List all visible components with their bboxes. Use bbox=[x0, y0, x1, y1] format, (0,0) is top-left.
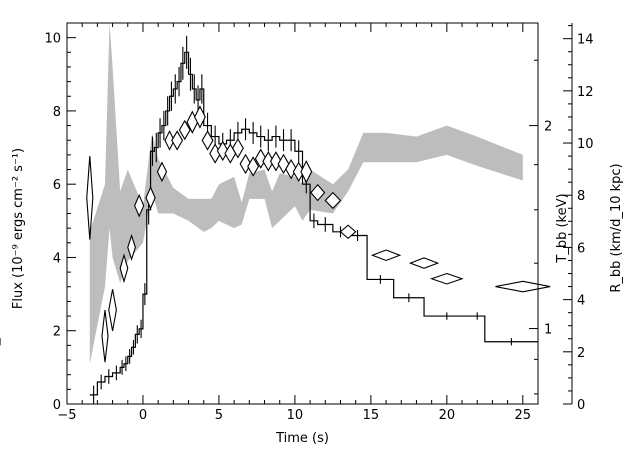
radius-diamond bbox=[156, 161, 168, 183]
temp-tick-label: 2 bbox=[544, 120, 552, 135]
x-tick-label: 0 bbox=[139, 408, 147, 423]
radius-diamond bbox=[119, 253, 129, 284]
flux-tick-label: 6 bbox=[53, 178, 61, 193]
flux-histogram bbox=[89, 51, 538, 396]
radius-diamond bbox=[134, 193, 145, 218]
radius-diamond bbox=[254, 148, 267, 169]
radius-tick-label: 2 bbox=[577, 346, 585, 361]
flux-tick-label: 0 bbox=[53, 398, 61, 413]
radius-tick-label: 4 bbox=[577, 294, 585, 309]
radius-diamond bbox=[145, 186, 156, 210]
radius-diamond-layer bbox=[86, 105, 551, 363]
radius-tick-label: 14 bbox=[577, 33, 594, 48]
radius-tick-label: 0 bbox=[577, 398, 585, 413]
radius-tick-label: 12 bbox=[577, 85, 594, 100]
x-tick-label: 20 bbox=[439, 408, 456, 423]
radius-diamond bbox=[108, 289, 117, 332]
x-axis-label: Time (s) bbox=[275, 431, 329, 446]
radius-diamond bbox=[495, 280, 551, 293]
flux-axis-label: Flux (10⁻⁹ ergs cm⁻² s⁻¹) bbox=[11, 148, 26, 309]
radius-diamond bbox=[285, 158, 298, 180]
flux-tick-label: 10 bbox=[44, 32, 61, 47]
radius-diamond bbox=[231, 138, 244, 159]
flux-tick-label: 4 bbox=[53, 251, 61, 266]
x-tick-label: 5 bbox=[215, 408, 223, 423]
radius-diamond bbox=[194, 105, 206, 129]
temperature-axis-label: T_bb (keV) bbox=[555, 193, 570, 263]
radius-diamond bbox=[300, 160, 313, 184]
radius-diamond bbox=[127, 233, 136, 261]
radius-axis-label: R_bb (km/d_10 kpc) bbox=[609, 163, 624, 292]
x-tick-label: 25 bbox=[515, 408, 532, 423]
flux-histogram-layer bbox=[0, 35, 538, 404]
radius-diamond bbox=[101, 309, 109, 363]
radius-tick-label: 6 bbox=[577, 241, 585, 256]
radius-tick-label: 8 bbox=[577, 189, 585, 204]
radius-diamond bbox=[239, 153, 252, 175]
radius-diamond bbox=[408, 257, 440, 269]
radius-diamond bbox=[370, 249, 402, 262]
radius-diamond bbox=[216, 140, 229, 162]
temp-tick-label: 1 bbox=[544, 323, 552, 338]
radius-diamond bbox=[86, 156, 94, 240]
radius-diamond bbox=[429, 272, 464, 285]
x-tick-label: 15 bbox=[363, 408, 380, 423]
x-tick-label: 10 bbox=[287, 408, 304, 423]
radius-diamond bbox=[310, 183, 326, 202]
radius-tick-label: 10 bbox=[577, 137, 594, 152]
flux-tick-label: 8 bbox=[53, 105, 61, 120]
radius-diamond bbox=[269, 151, 282, 172]
radius-diamond bbox=[324, 191, 342, 210]
flux-tick-label: 2 bbox=[53, 325, 61, 340]
radius-diamond bbox=[164, 130, 175, 151]
radius-diamond bbox=[178, 119, 191, 141]
radius-diamond bbox=[339, 224, 357, 240]
x-tick-label: −5 bbox=[57, 408, 76, 423]
radius-diamond bbox=[171, 130, 184, 151]
radius-diamond bbox=[247, 156, 260, 177]
radius-diamond bbox=[201, 130, 214, 151]
